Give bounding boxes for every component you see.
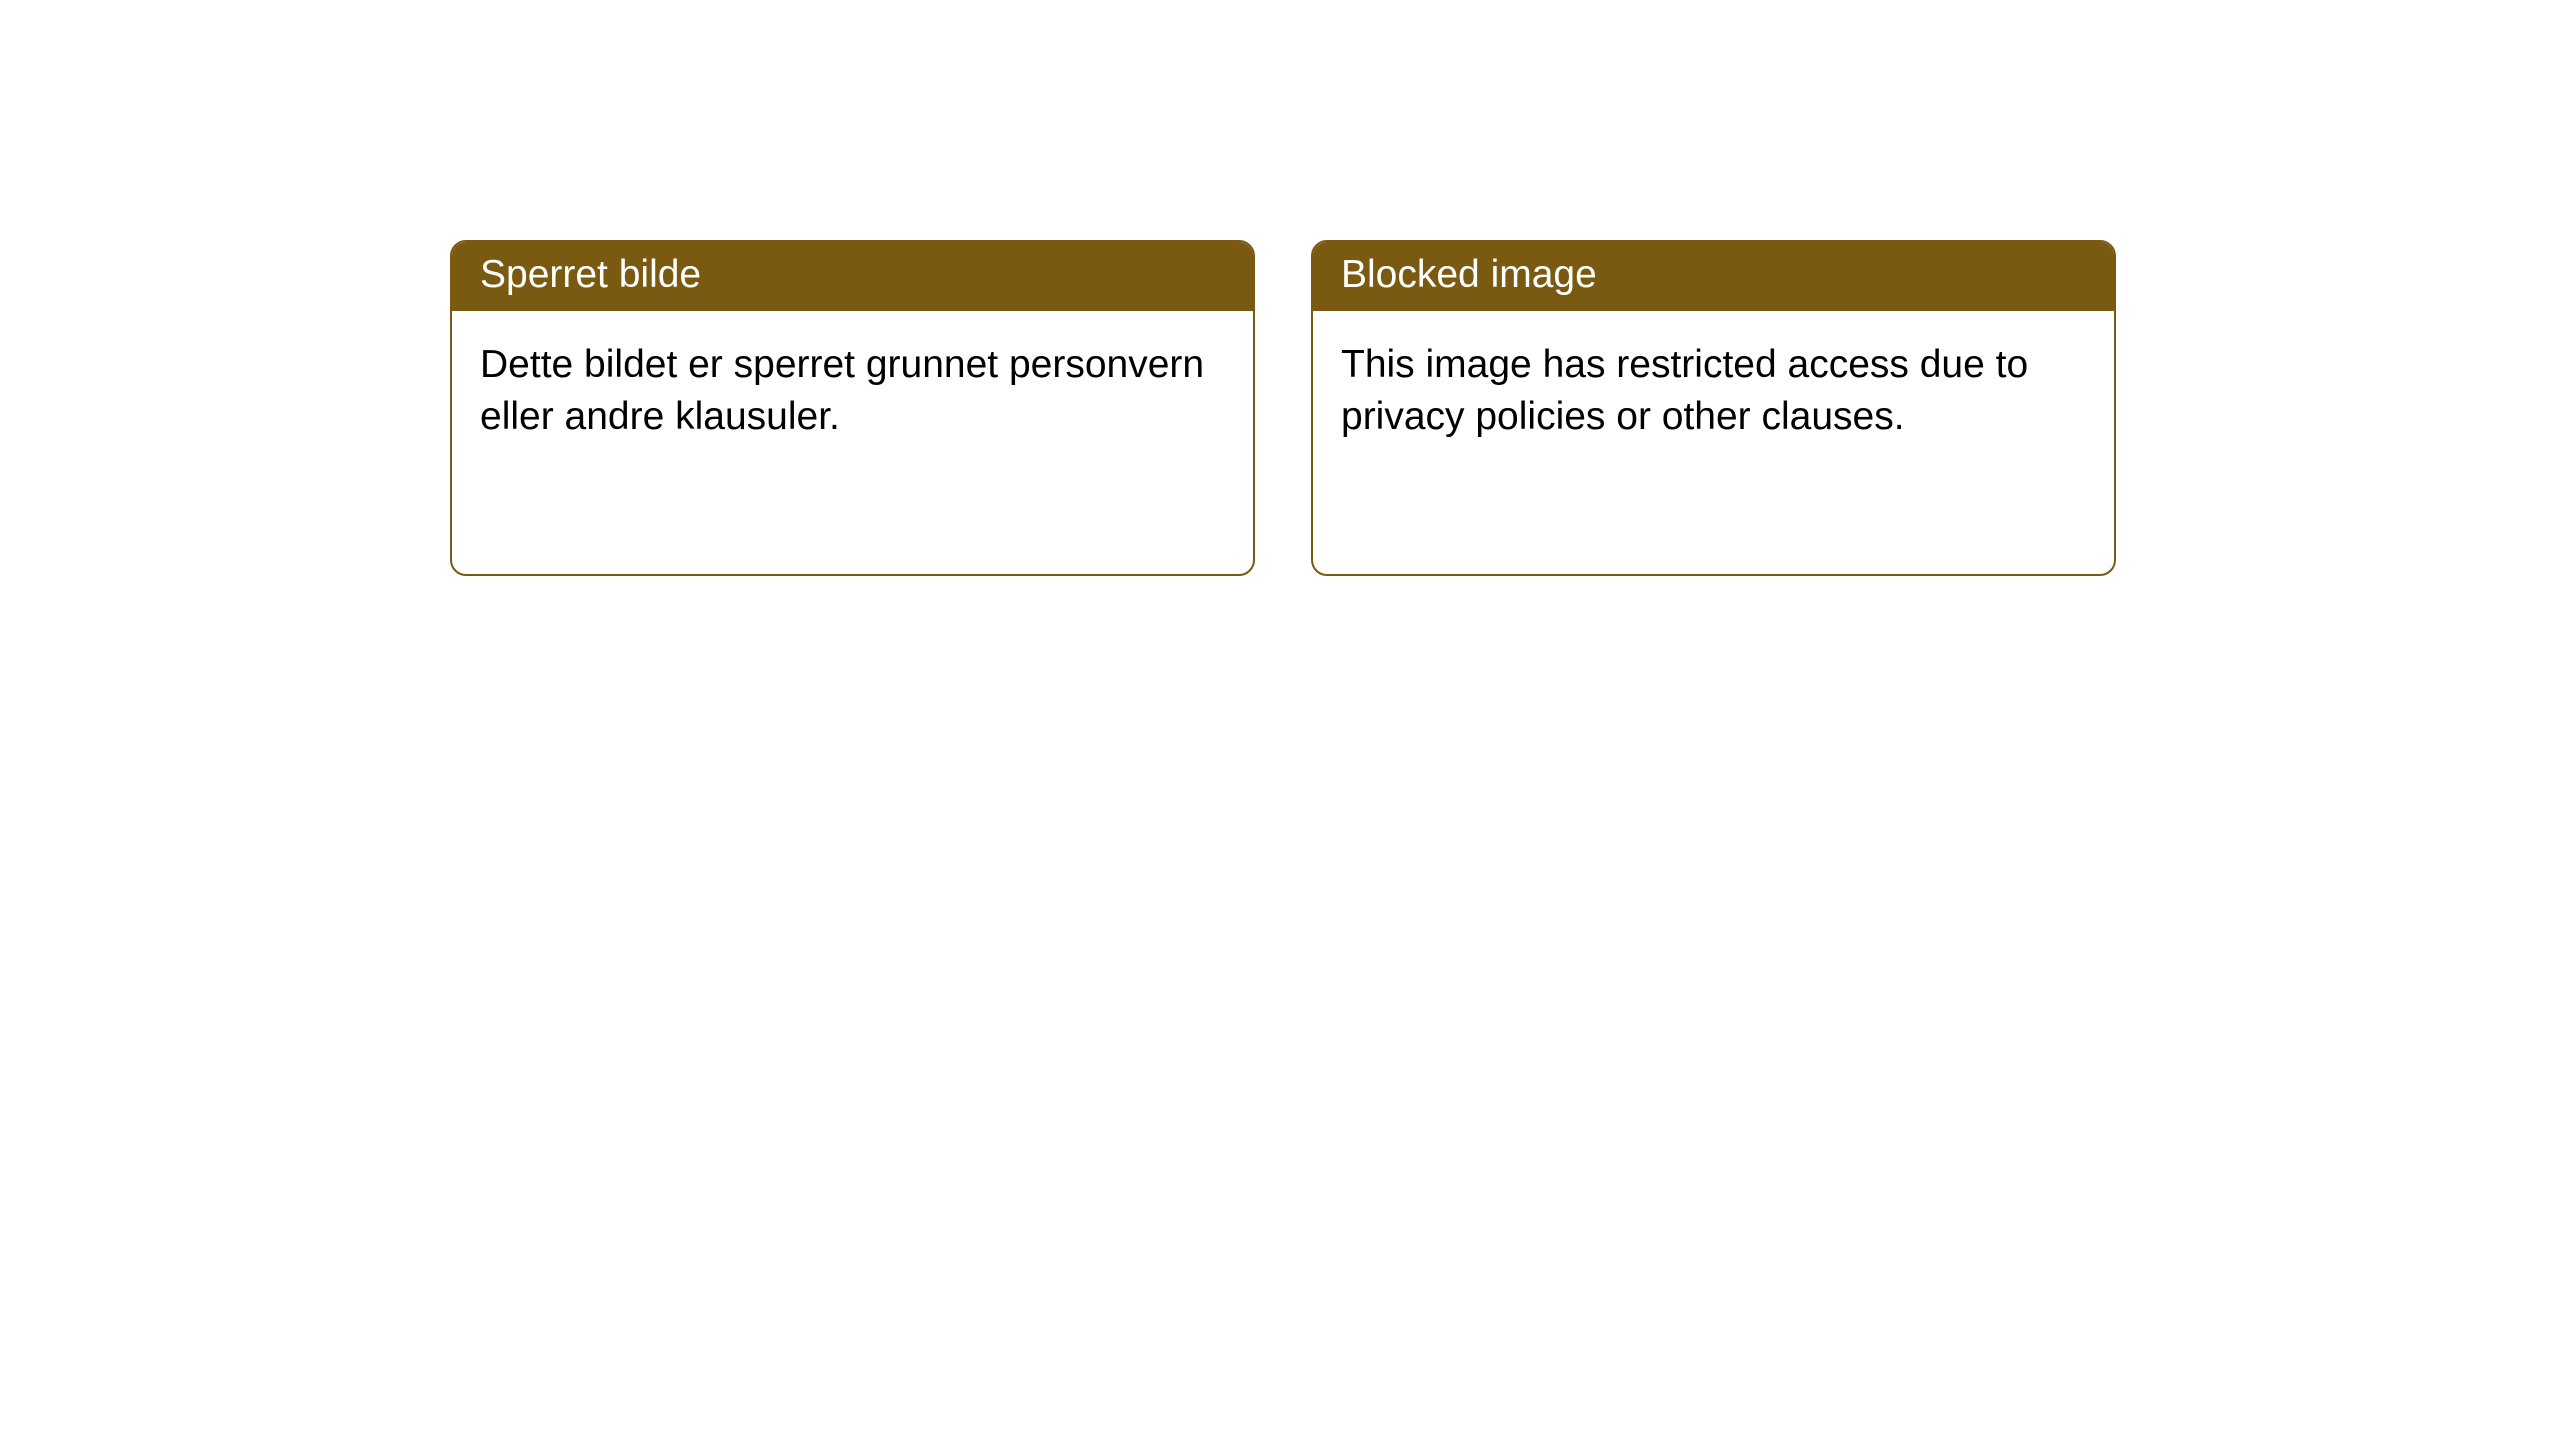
notice-card-norwegian: Sperret bilde Dette bildet er sperret gr… (450, 240, 1255, 576)
notice-card-title: Sperret bilde (452, 242, 1253, 311)
notice-card-english: Blocked image This image has restricted … (1311, 240, 2116, 576)
notice-card-body: Dette bildet er sperret grunnet personve… (452, 311, 1253, 472)
notice-card-title: Blocked image (1313, 242, 2114, 311)
notice-card-body: This image has restricted access due to … (1313, 311, 2114, 472)
notice-container: Sperret bilde Dette bildet er sperret gr… (0, 0, 2560, 576)
